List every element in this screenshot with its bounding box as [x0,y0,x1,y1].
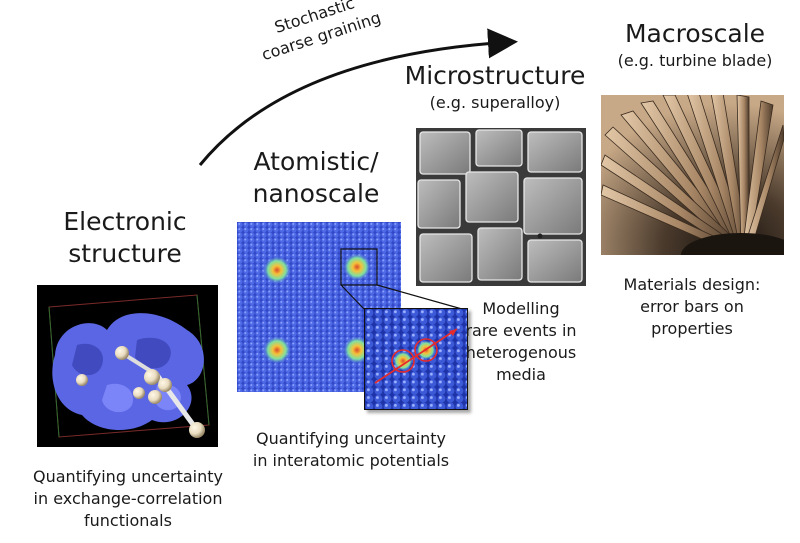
arrow-curve [198,28,518,166]
electronic-title: Electronic structure [40,206,210,270]
micro-title: Microstructure [404,61,586,90]
electronic-caption-line3: functionals [84,511,172,530]
electronic-caption: Quantifying uncertainty in exchange-corr… [8,466,248,532]
atomistic-lattice-image [237,222,401,392]
microstructure-image [416,128,586,286]
atomistic-title-line2: nanoscale [252,179,380,208]
atomistic-title: Atomistic/ nanoscale [236,146,396,210]
macro-caption-line3: properties [651,319,733,338]
micro-subtitle: (e.g. superalloy) [429,93,561,112]
defect-circle-2 [414,338,438,362]
macro-caption-line2: error bars on [640,297,744,316]
macro-caption: Materials design: error bars on properti… [602,274,782,340]
micro-caption-line1: Modelling [482,299,560,318]
electronic-title-line2: structure [68,239,182,268]
atomistic-caption-line1: Quantifying uncertainty [256,429,446,448]
macro-subtitle: (e.g. turbine blade) [617,51,773,70]
zoom-region-box [340,248,378,286]
micro-caption-line3: heterogenous [465,343,577,362]
atomistic-caption: Quantifying uncertainty in interatomic p… [226,428,476,472]
macro-caption-line1: Materials design: [623,275,761,294]
atomistic-zoom-inset [364,308,468,410]
micro-caption-line2: rare events in [465,321,577,340]
micro-caption: Modelling rare events in heterogenous me… [456,298,586,386]
electronic-structure-image [37,285,218,447]
atomistic-title-line1: Atomistic/ [253,147,379,176]
macro-title: Macroscale [624,19,766,48]
micro-title-block: Microstructure (e.g. superalloy) [400,60,590,114]
defect-circle-1 [391,349,415,373]
atomistic-caption-line2: in interatomic potentials [252,451,450,470]
micro-caption-line4: media [496,365,546,384]
turbine-blade-image [601,95,784,255]
electronic-caption-line2: in exchange-correlation [33,489,223,508]
macro-title-block: Macroscale (e.g. turbine blade) [595,18,795,72]
electronic-caption-line1: Quantifying uncertainty [33,467,223,486]
electronic-title-line1: Electronic [63,207,187,236]
